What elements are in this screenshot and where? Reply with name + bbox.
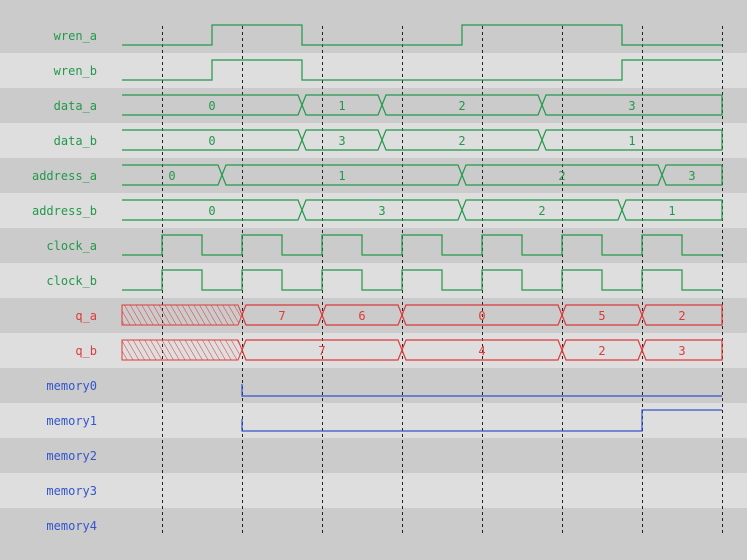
bus-value: 0	[168, 169, 175, 183]
signal-address_a: address_a 0 1 2 3	[32, 164, 723, 186]
signal-row-bg	[0, 158, 747, 193]
signal-label: address_a	[32, 169, 97, 183]
bus-segment	[641, 304, 723, 326]
bus-value: 5	[598, 309, 605, 323]
signal-row-bg	[0, 368, 747, 403]
signal-label: memory0	[46, 379, 97, 393]
footer-bg	[0, 543, 747, 560]
bit-waveform	[122, 59, 722, 81]
signal-row-bg	[0, 193, 747, 228]
signal-row-bg	[0, 403, 747, 438]
signal-data_b: data_b 0 3 2 1	[54, 129, 723, 151]
bus-value: 2	[538, 204, 545, 218]
signal-data_a: data_a 0 1 2 3	[54, 94, 723, 116]
signal-label: memory1	[46, 414, 97, 428]
memory-waveform	[241, 409, 722, 432]
signal-row-bg	[0, 508, 747, 543]
signal-label: wren_b	[54, 64, 97, 78]
signal-row-bg	[0, 53, 747, 88]
signal-clock_b: clock_b	[46, 269, 722, 291]
signal-row-bg	[0, 18, 747, 53]
bus-value: 3	[338, 134, 345, 148]
bus-value: 2	[458, 99, 465, 113]
signal-row-bg	[0, 438, 747, 473]
bus-value: 4	[478, 344, 485, 358]
signal-label: wren_a	[54, 29, 97, 43]
signal-clock_a: clock_a	[46, 234, 722, 256]
signal-row-bg	[0, 263, 747, 298]
bus-segment	[641, 339, 723, 361]
signal-label: q_b	[75, 344, 97, 358]
bus-value: 3	[628, 99, 635, 113]
bus-value: 2	[558, 169, 565, 183]
undefined-segment	[121, 304, 243, 326]
bus-segment	[541, 94, 723, 116]
signal-label: memory4	[46, 519, 97, 533]
bus-value: 0	[478, 309, 485, 323]
bus-value: 3	[678, 344, 685, 358]
signal-memory0: memory0	[46, 379, 722, 397]
bit-waveform	[122, 24, 722, 46]
bus-value: 2	[598, 344, 605, 358]
bus-value: 1	[668, 204, 675, 218]
bus-value: 0	[208, 204, 215, 218]
signal-wren_a: wren_a	[54, 24, 722, 46]
bus-value: 6	[358, 309, 365, 323]
signal-row-bg	[0, 228, 747, 263]
bus-value: 1	[338, 99, 345, 113]
undefined-segment	[121, 339, 243, 361]
bus-value: 2	[458, 134, 465, 148]
signal-label: q_a	[75, 309, 97, 323]
bus-value: 3	[688, 169, 695, 183]
signal-row-bg	[0, 333, 747, 368]
signal-q_b: q_b 7 4 2 3	[75, 339, 723, 361]
signal-label: memory3	[46, 484, 97, 498]
bus-segment	[661, 164, 723, 186]
bus-value: 1	[338, 169, 345, 183]
bus-value: 2	[678, 309, 685, 323]
bus-segment	[541, 129, 723, 151]
signal-label: clock_a	[46, 239, 97, 253]
bus-value: 7	[278, 309, 285, 323]
signal-row-bg	[0, 123, 747, 158]
bus-value: 7	[318, 344, 325, 358]
signal-label: data_a	[54, 99, 97, 113]
signal-row-bg	[0, 473, 747, 508]
signal-memory4: memory4	[46, 519, 97, 533]
signal-q_a: q_a 7 6 0 5 2	[75, 304, 723, 326]
bit-waveform	[122, 234, 722, 256]
signal-label: memory2	[46, 449, 97, 463]
bit-waveform	[122, 269, 722, 291]
bus-value: 0	[208, 134, 215, 148]
signal-label: data_b	[54, 134, 97, 148]
signal-address_b: address_b 0 3 2 1	[32, 199, 723, 221]
signal-label: address_b	[32, 204, 97, 218]
bus-value: 3	[378, 204, 385, 218]
signal-memory3: memory3	[46, 484, 97, 498]
signal-label: clock_b	[46, 274, 97, 288]
signal-row-bg	[0, 88, 747, 123]
bus-value: 1	[628, 134, 635, 148]
signal-row-bg	[0, 298, 747, 333]
bus-segment	[621, 199, 723, 221]
bus-value: 0	[208, 99, 215, 113]
memory-waveform	[241, 384, 722, 397]
signal-memory2: memory2	[46, 449, 97, 463]
signal-memory1: memory1	[46, 409, 722, 432]
signal-wren_b: wren_b	[54, 59, 722, 81]
